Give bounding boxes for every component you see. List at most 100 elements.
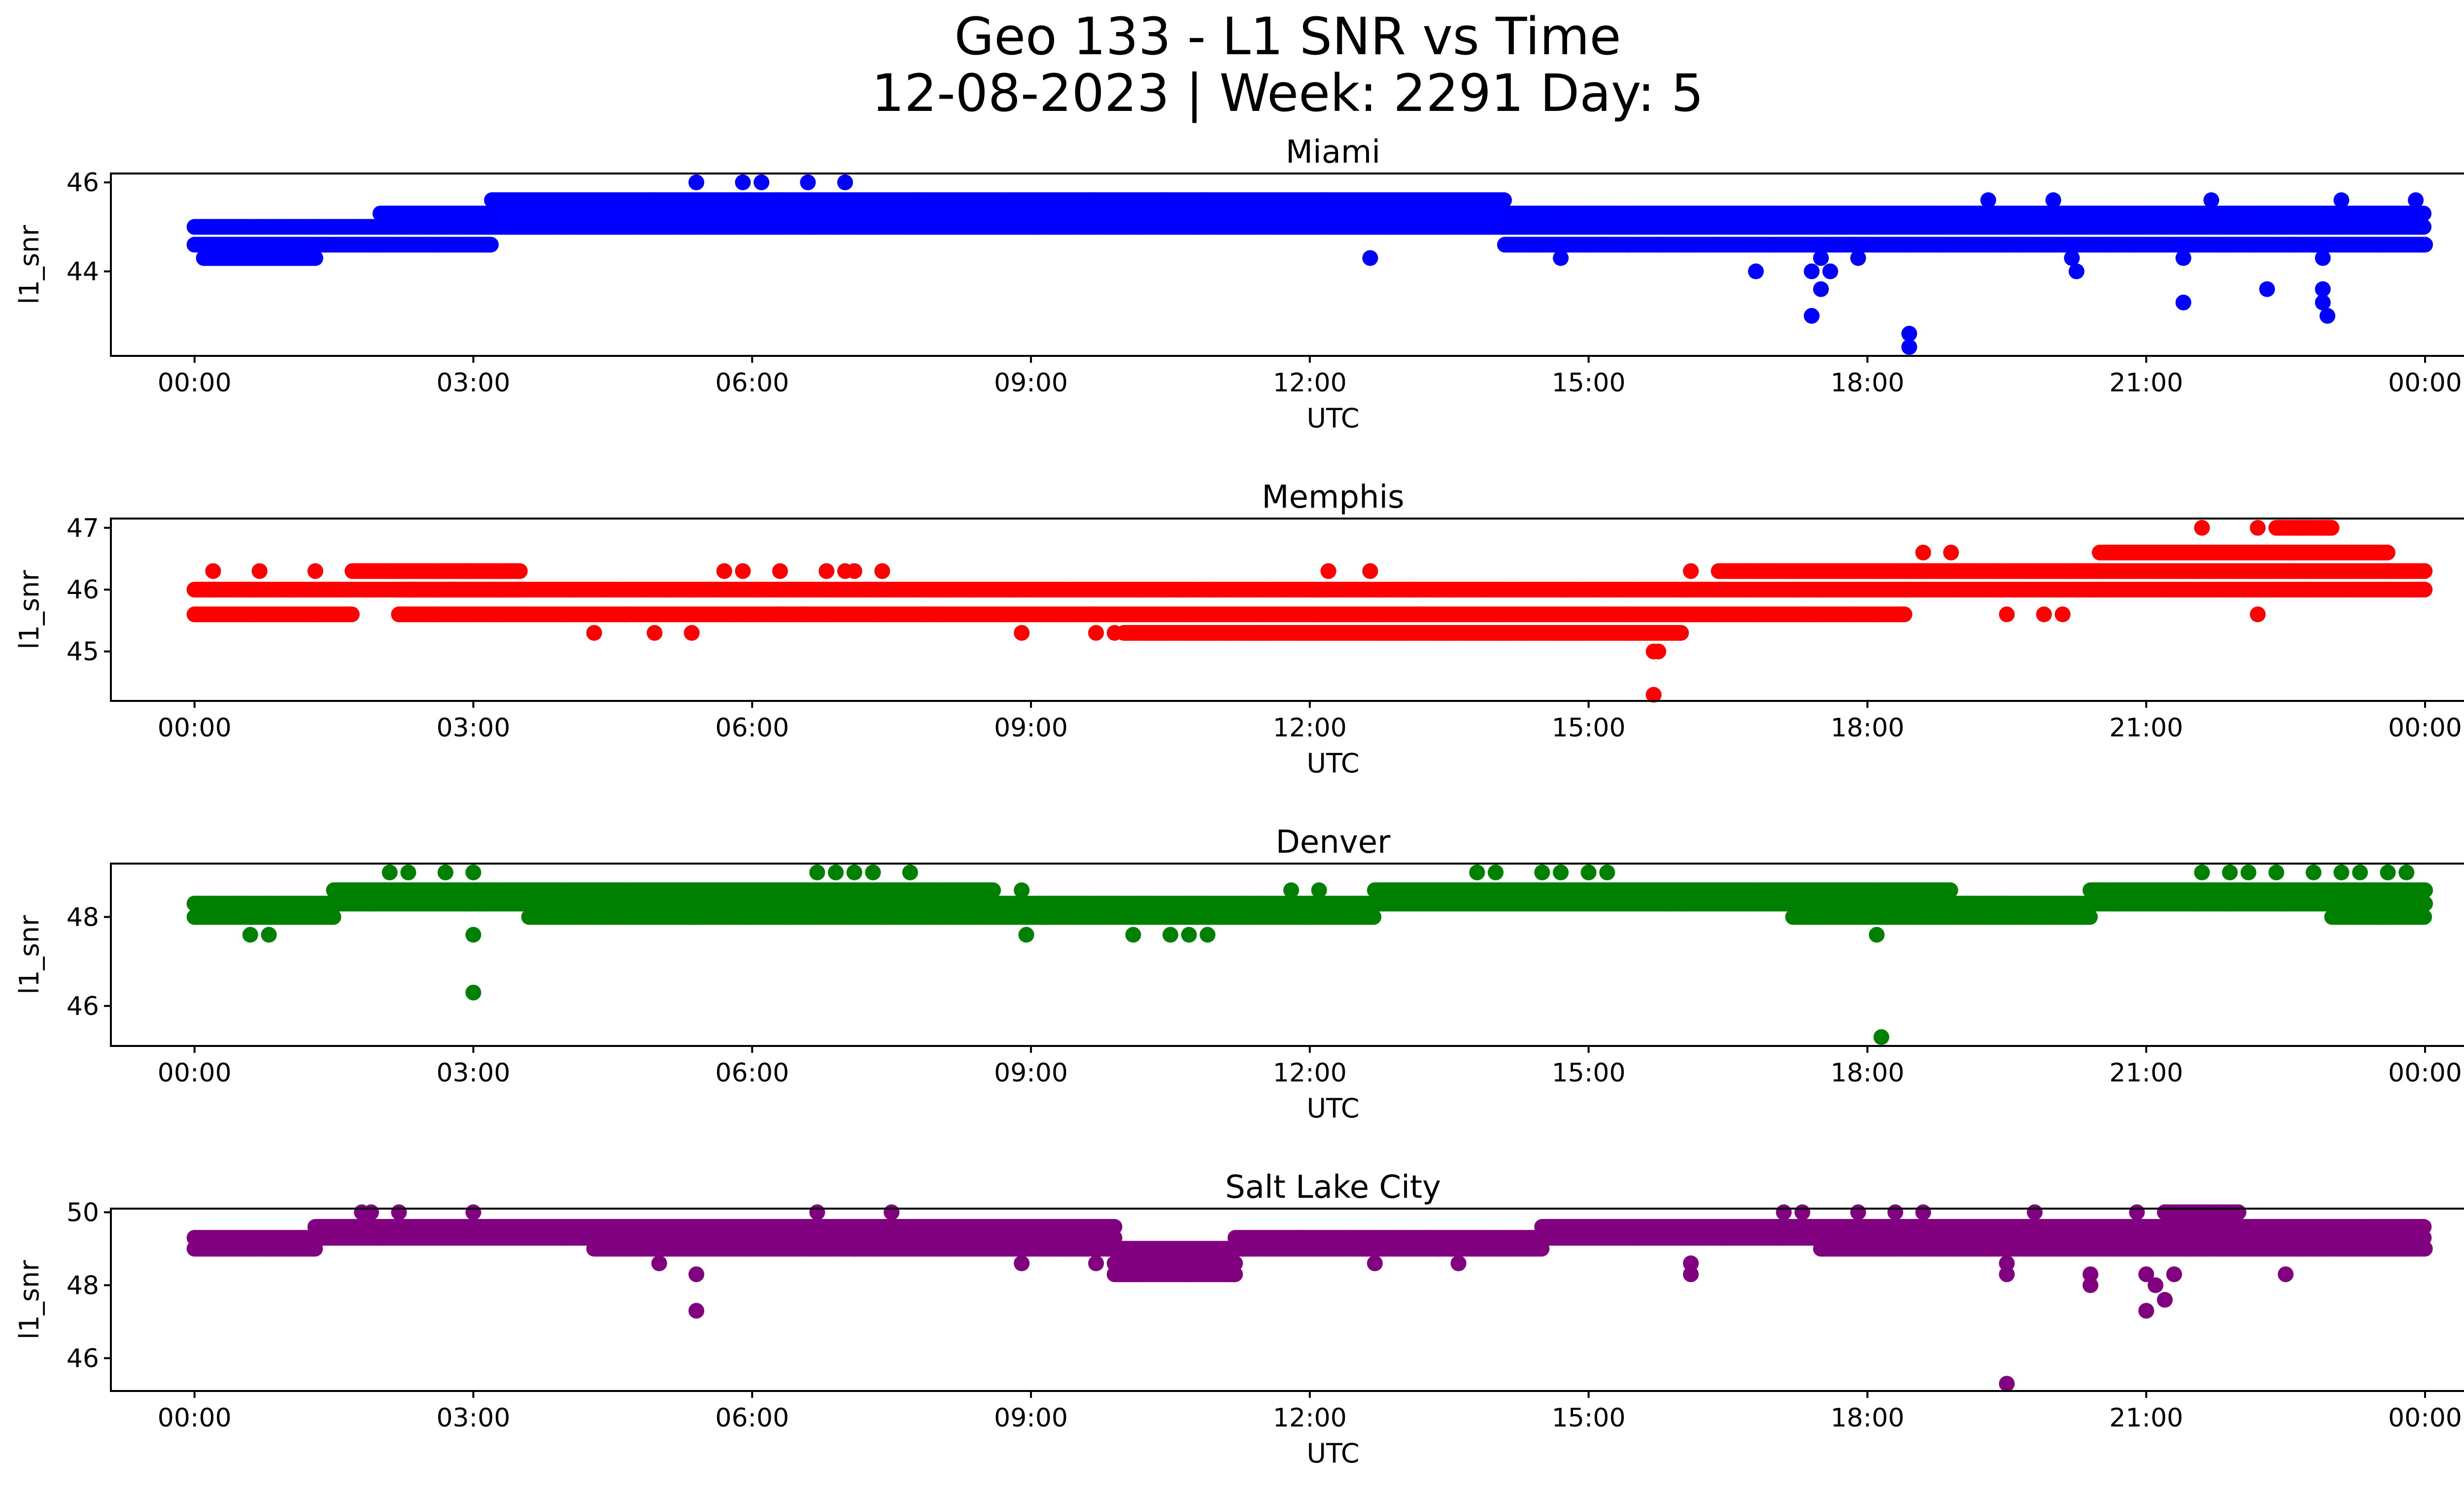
data-point (2063, 237, 2079, 253)
data-point (1748, 263, 1764, 279)
data-point (1247, 192, 1264, 209)
data-point (1619, 237, 1635, 253)
data-point (1560, 237, 1576, 253)
subplot-grid: Miami 00:00 03:00 06:00 09:00 12:00 15:00 18:00… (14, 134, 2464, 1469)
data-point (2049, 219, 2065, 235)
x-tick-label: 15:00 (1552, 368, 1626, 398)
data-point (1298, 206, 1314, 222)
data-point (1362, 250, 1378, 266)
subplot-title: Miami (1286, 134, 1380, 171)
data-point (1813, 281, 1829, 297)
data-point (2052, 206, 2068, 222)
data-point (1156, 192, 1172, 209)
x-tick-label: 06:00 (715, 368, 789, 398)
data-point (1496, 192, 1512, 209)
data-point (475, 237, 491, 253)
data-point (1470, 206, 1486, 222)
data-point (381, 563, 397, 579)
data-point (1804, 308, 1820, 324)
data-point (2045, 192, 2061, 209)
data-point (1313, 192, 1330, 209)
data-point (293, 250, 309, 266)
data-point (1534, 237, 1550, 253)
x-tick-label: 18:00 (1830, 368, 1904, 398)
x-tick-label: 03:00 (437, 368, 511, 398)
data-point (1678, 237, 1694, 253)
data-point (2014, 237, 2030, 253)
x-tick-label: 00:00 (158, 368, 232, 398)
data-point (2315, 250, 2331, 266)
y-axis-label: l1_snr (14, 225, 45, 305)
data-point (2068, 263, 2085, 279)
data-point (1193, 192, 1209, 209)
data-point (2267, 219, 2284, 235)
data-point (2005, 206, 2021, 222)
subplot-miami: Miami 00:00 03:00 06:00 09:00 12:00 15:00 18:00… (14, 134, 2464, 434)
figure-title-line-2: 12-08-2023 | Week: 2291 Day: 5 (872, 63, 1704, 123)
figure-title-line-1: Geo 133 - L1 SNR vs Time (954, 6, 1621, 67)
data-point (871, 206, 888, 222)
data-point (318, 237, 334, 253)
data-point (978, 219, 994, 235)
y-tick-label: 46 (67, 168, 99, 198)
data-point (1980, 192, 1996, 209)
data-point (2216, 237, 2232, 253)
data-point (1651, 237, 1667, 253)
data-point (462, 563, 478, 579)
data-point (498, 206, 514, 222)
data-point (688, 206, 704, 222)
data-point (404, 219, 420, 235)
data-point (2417, 237, 2433, 253)
data-point (1520, 237, 1537, 253)
data-point (260, 250, 276, 266)
data-point (1873, 219, 1889, 235)
data-point (343, 606, 360, 623)
data-point (909, 206, 925, 222)
data-point (2203, 192, 2220, 209)
data-point (205, 582, 222, 598)
data-point (1895, 206, 1911, 222)
data-point (1580, 237, 1597, 253)
data-point (2333, 192, 2350, 209)
data-point (1141, 206, 1158, 222)
data-point (454, 219, 470, 235)
data-point (282, 582, 299, 598)
data-point (1520, 206, 1537, 222)
data-point (633, 219, 649, 235)
data-point (324, 219, 340, 235)
x-axis-label: UTC (1306, 403, 1359, 434)
x-tick-label: 00:00 (2388, 368, 2462, 398)
data-point (1901, 339, 1917, 355)
data-point (1813, 250, 1829, 266)
data-point (308, 606, 324, 623)
data-point (774, 192, 790, 209)
data-point (307, 250, 323, 266)
data-point (2175, 250, 2191, 266)
data-point (2305, 237, 2321, 253)
data-point (2370, 206, 2387, 222)
data-point (360, 582, 376, 598)
data-point (1822, 263, 1838, 279)
data-point (2319, 308, 2335, 324)
x-tick-label: 21:00 (2109, 368, 2183, 398)
data-point (219, 250, 235, 266)
data-point (856, 219, 872, 235)
data-point (1190, 219, 1206, 235)
data-point (2259, 281, 2275, 297)
data-point (499, 563, 515, 579)
data-point (1901, 237, 1916, 253)
data-point (1105, 219, 1121, 235)
data-point (2295, 219, 2312, 235)
data-point (2287, 237, 2303, 253)
data-point (688, 174, 705, 190)
data-point (2416, 219, 2431, 235)
data-point (800, 174, 816, 190)
series-miami (186, 174, 2433, 355)
data-point (1299, 219, 1315, 235)
data-point (2175, 294, 2191, 311)
data-point (1937, 219, 1953, 235)
x-tick-label: 12:00 (1273, 368, 1347, 398)
data-point (2408, 192, 2424, 209)
x-tick-label: 09:00 (994, 368, 1068, 398)
data-point (308, 219, 324, 235)
